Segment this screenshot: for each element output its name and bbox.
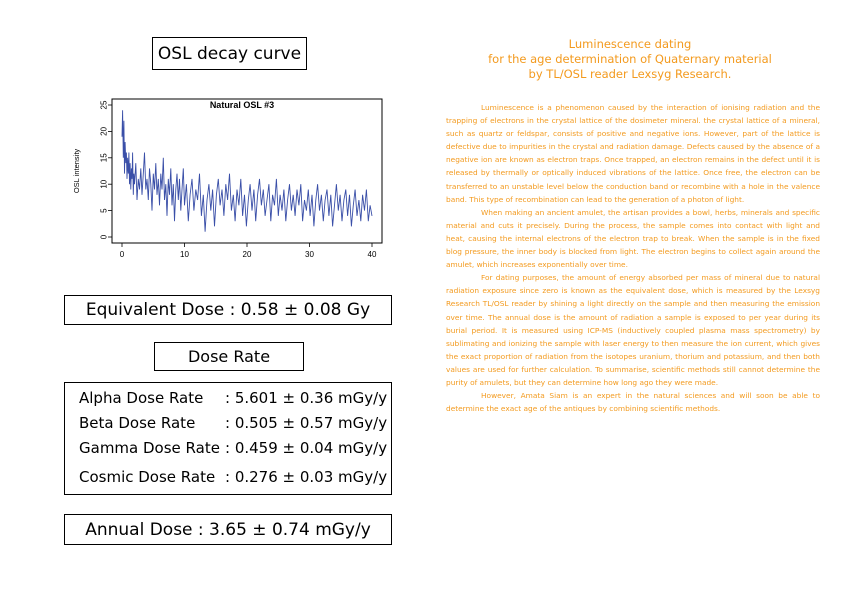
article-body: Luminescence is a phenomenon caused by t… bbox=[446, 101, 820, 415]
x-tick-label: 20 bbox=[243, 250, 252, 259]
y-tick-label: 25 bbox=[100, 100, 109, 109]
article-title: Luminescence dating for the age determin… bbox=[470, 37, 790, 82]
article-title-line: Luminescence dating bbox=[568, 37, 692, 51]
article-paragraph: For dating purposes, the amount of energ… bbox=[446, 273, 820, 387]
y-tick-label: 15 bbox=[100, 153, 109, 162]
equivalent-dose-box: Equivalent Dose : 0.58 ± 0.08 Gy bbox=[64, 295, 392, 325]
x-tick-label: 10 bbox=[180, 250, 189, 259]
rate-value: : 0.459 ± 0.04 mGy/y bbox=[225, 439, 388, 457]
gamma-dose-rate-row: Gamma Dose Rate : 0.459 ± 0.04 mGy/y bbox=[79, 439, 387, 457]
y-tick-label: 20 bbox=[100, 126, 109, 135]
chart-title: Natural OSL #3 bbox=[210, 100, 274, 110]
article-title-line: for the age determination of Quaternary … bbox=[488, 52, 772, 66]
cosmic-dose-rate-row: Cosmic Dose Rate : 0.276 ± 0.03 mGy/y bbox=[79, 468, 387, 486]
dose-rate-header-text: Dose Rate bbox=[187, 347, 271, 366]
y-tick-label: 5 bbox=[100, 208, 109, 213]
y-tick-label: 0 bbox=[100, 234, 109, 239]
annual-dose-text: Annual Dose : 3.65 ± 0.74 mGy/y bbox=[85, 519, 371, 540]
chart-title-text: OSL decay curve bbox=[157, 43, 302, 64]
osl-decay-chart: Natural OSL #3 0 10 20 30 40 0 5 10 15 20 25 OSL int… bbox=[72, 98, 383, 259]
article-paragraph: Luminescence is a phenomenon caused by t… bbox=[446, 103, 820, 204]
osl-series-line bbox=[121, 110, 373, 232]
rate-name: Gamma Dose Rate bbox=[79, 439, 220, 457]
alpha-dose-rate-row: Alpha Dose Rate : 5.601 ± 0.36 mGy/y bbox=[79, 389, 387, 407]
x-tick-label: 0 bbox=[120, 250, 125, 259]
article-paragraph: When making an ancient amulet, the artis… bbox=[446, 207, 820, 270]
x-tick-label: 30 bbox=[305, 250, 314, 259]
article-paragraph: However, Amata Siam is an expert in the … bbox=[446, 391, 820, 414]
rate-name: Beta Dose Rate bbox=[79, 414, 196, 432]
rate-name: Cosmic Dose Rate bbox=[79, 468, 216, 486]
dose-rates-box: Alpha Dose Rate : 5.601 ± 0.36 mGy/y Beta… bbox=[64, 382, 392, 495]
chart-title-box: OSL decay curve bbox=[152, 37, 307, 70]
dose-rate-header-box: Dose Rate bbox=[154, 342, 304, 371]
y-axis-label: OSL intensity bbox=[72, 149, 81, 194]
rate-value: : 5.601 ± 0.36 mGy/y bbox=[225, 389, 388, 407]
rate-name: Alpha Dose Rate bbox=[79, 389, 204, 407]
article-title-line: by TL/OSL reader Lexsyg Research. bbox=[528, 67, 732, 81]
x-tick-label: 40 bbox=[368, 250, 377, 259]
rate-value: : 0.505 ± 0.57 mGy/y bbox=[225, 414, 388, 432]
equivalent-dose-text: Equivalent Dose : 0.58 ± 0.08 Gy bbox=[85, 300, 371, 320]
y-tick-label: 10 bbox=[100, 179, 109, 188]
annual-dose-box: Annual Dose : 3.65 ± 0.74 mGy/y bbox=[64, 514, 392, 545]
beta-dose-rate-row: Beta Dose Rate : 0.505 ± 0.57 mGy/y bbox=[79, 414, 387, 432]
rate-value: : 0.276 ± 0.03 mGy/y bbox=[225, 468, 388, 486]
